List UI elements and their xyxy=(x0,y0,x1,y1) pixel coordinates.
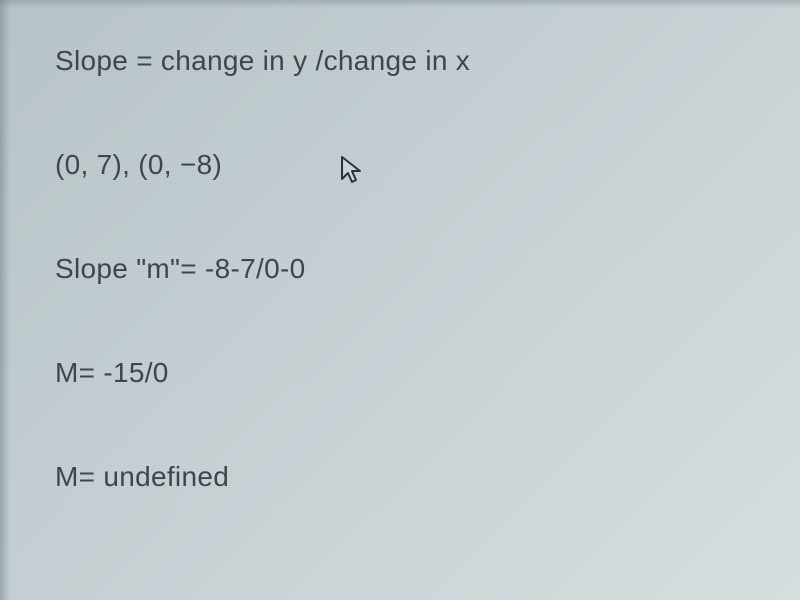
line-slope-definition: Slope = change in y /change in x xyxy=(55,45,760,77)
line-slope-calc: Slope "m"= -8-7/0-0 xyxy=(55,253,760,285)
top-border-shadow xyxy=(0,0,800,8)
line-m-value: M= -15/0 xyxy=(55,357,760,389)
left-border-shadow xyxy=(0,0,10,600)
math-text-block: Slope = change in y /change in x (0, 7),… xyxy=(55,45,760,493)
line-m-result: M= undefined xyxy=(55,461,760,493)
line-points: (0, 7), (0, −8) xyxy=(55,149,760,181)
